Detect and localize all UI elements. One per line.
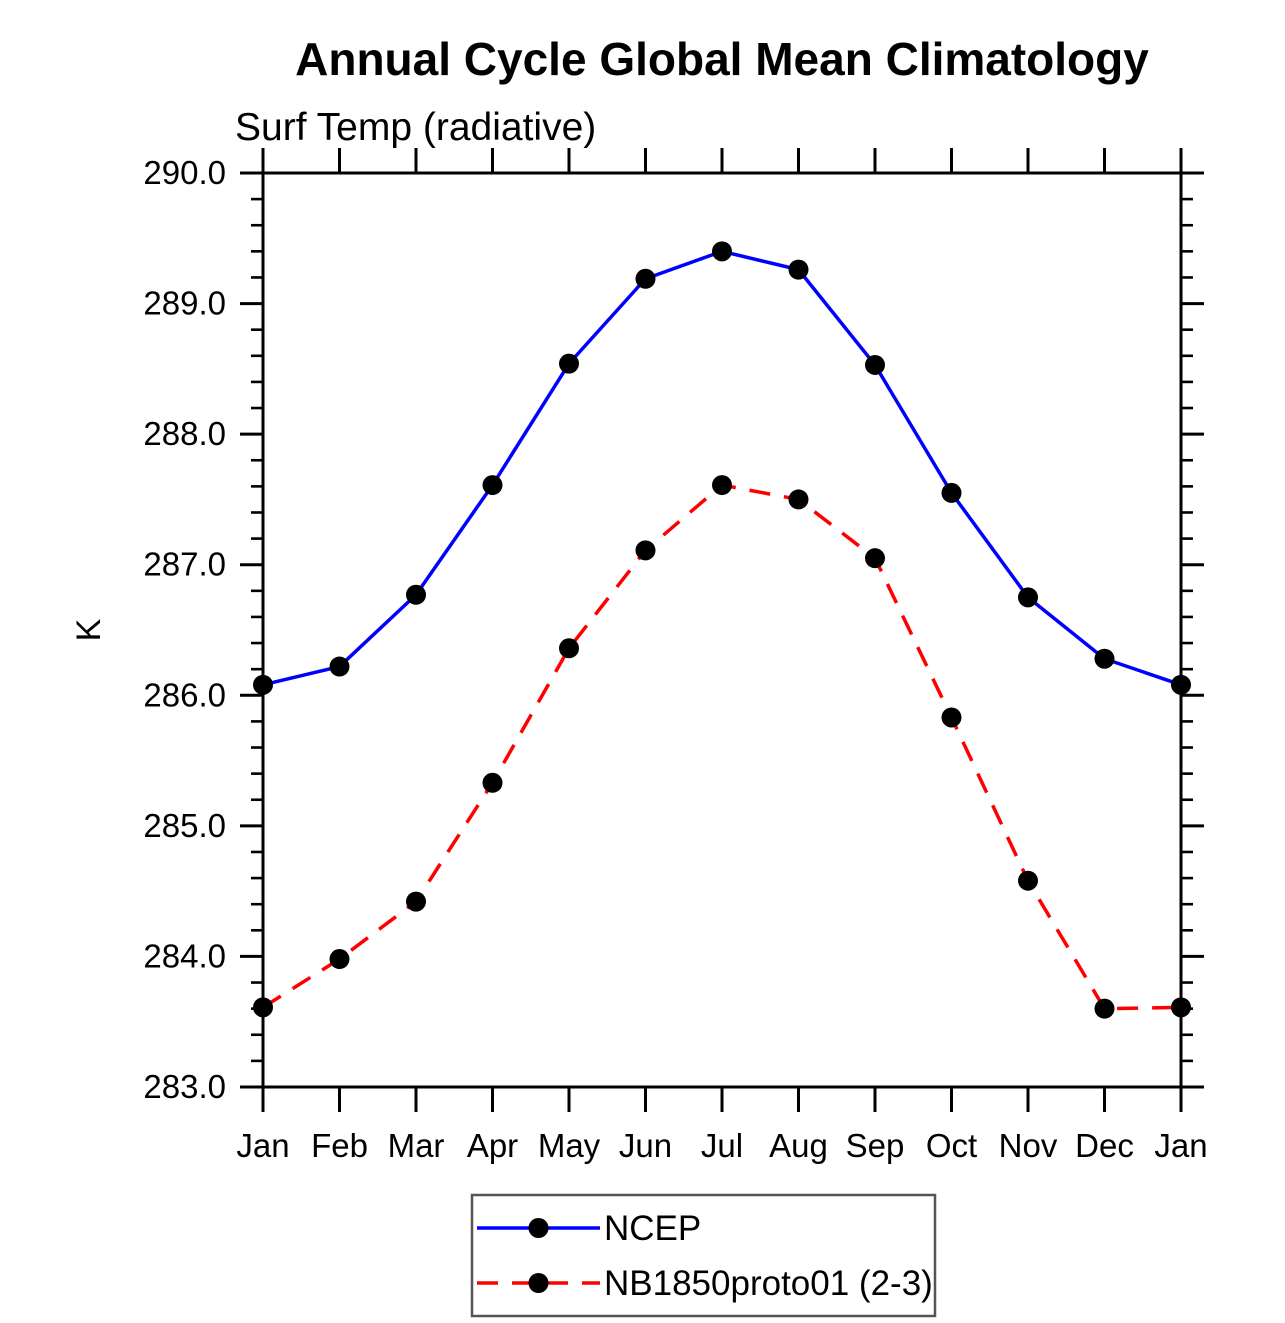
ncep-marker <box>253 674 273 695</box>
x-tick-label: Feb <box>311 1127 368 1164</box>
model-marker <box>559 638 579 659</box>
legend-label-ncep: NCEP <box>604 1209 701 1248</box>
model-marker <box>635 540 656 561</box>
x-tick-label: Jan <box>236 1127 289 1164</box>
model-marker <box>1094 998 1115 1019</box>
ncep-marker <box>406 584 426 605</box>
ncep-marker <box>635 268 656 289</box>
model-line <box>262 483 1182 1011</box>
x-tick-label: Jan <box>1154 1127 1207 1164</box>
chart-title: Annual Cycle Global Mean Climatology <box>295 33 1149 85</box>
ncep-marker <box>1171 674 1191 695</box>
ncep-marker <box>1094 648 1115 669</box>
model-marker <box>941 707 962 728</box>
ncep-marker <box>559 353 579 374</box>
chart-subtitle: Surf Temp (radiative) <box>235 106 596 149</box>
x-tick-label: Jul <box>701 1127 743 1164</box>
y-tick-label: 288.0 <box>143 415 226 452</box>
y-tick-label: 286.0 <box>143 676 226 713</box>
model-marker <box>788 489 809 510</box>
model-marker <box>865 548 885 569</box>
x-tick-label: Sep <box>846 1127 905 1164</box>
x-tick-label: Oct <box>926 1127 977 1164</box>
y-tick-label: 287.0 <box>143 546 226 583</box>
legend-label-model: NB1850proto01 (2-3) <box>604 1264 933 1303</box>
ncep-marker <box>482 475 503 496</box>
model-marker <box>406 891 426 912</box>
model-marker <box>482 772 503 793</box>
y-tick-label: 284.0 <box>143 937 226 974</box>
y-tick-label: 289.0 <box>143 285 226 322</box>
y-tick-label: 290.0 <box>143 154 226 191</box>
legend-marker-ncep <box>528 1218 549 1238</box>
model-marker <box>1171 997 1191 1018</box>
model-marker <box>1018 870 1038 891</box>
legend-box <box>470 1193 937 1318</box>
axes-layer: Jan Feb Mar Apr May Jun Jul Aug Sep Oct Nov Dec Jan 2… <box>143 148 1208 1164</box>
model-marker <box>253 997 273 1018</box>
plot-frame <box>261 171 1183 1089</box>
ncep-marker <box>865 354 885 375</box>
y-tick-label: 283.0 <box>143 1068 226 1105</box>
ncep-marker <box>941 482 962 503</box>
x-tick-label: Apr <box>467 1127 518 1164</box>
x-tick-label: Jun <box>619 1127 672 1164</box>
legend-symbols <box>477 1218 600 1293</box>
x-tick-label: Nov <box>999 1127 1058 1164</box>
legend: NCEP NB1850proto01 (2-3) <box>470 1193 937 1318</box>
x-tick-label: Aug <box>769 1127 828 1164</box>
ncep-marker <box>1018 587 1038 608</box>
x-tick-label: Mar <box>388 1127 445 1164</box>
ncep-marker <box>712 241 732 262</box>
y-tick-label: 285.0 <box>143 807 226 844</box>
series-layer <box>253 241 1191 1019</box>
ncep-line <box>262 249 1182 687</box>
legend-marker-model <box>528 1273 549 1293</box>
y-axis-title: K <box>70 618 108 641</box>
ncep-marker <box>329 656 350 677</box>
ncep-marker <box>788 259 809 280</box>
model-marker <box>329 949 350 970</box>
x-tick-label: Dec <box>1075 1127 1134 1164</box>
x-tick-label: May <box>538 1127 601 1164</box>
model-marker <box>712 475 732 496</box>
